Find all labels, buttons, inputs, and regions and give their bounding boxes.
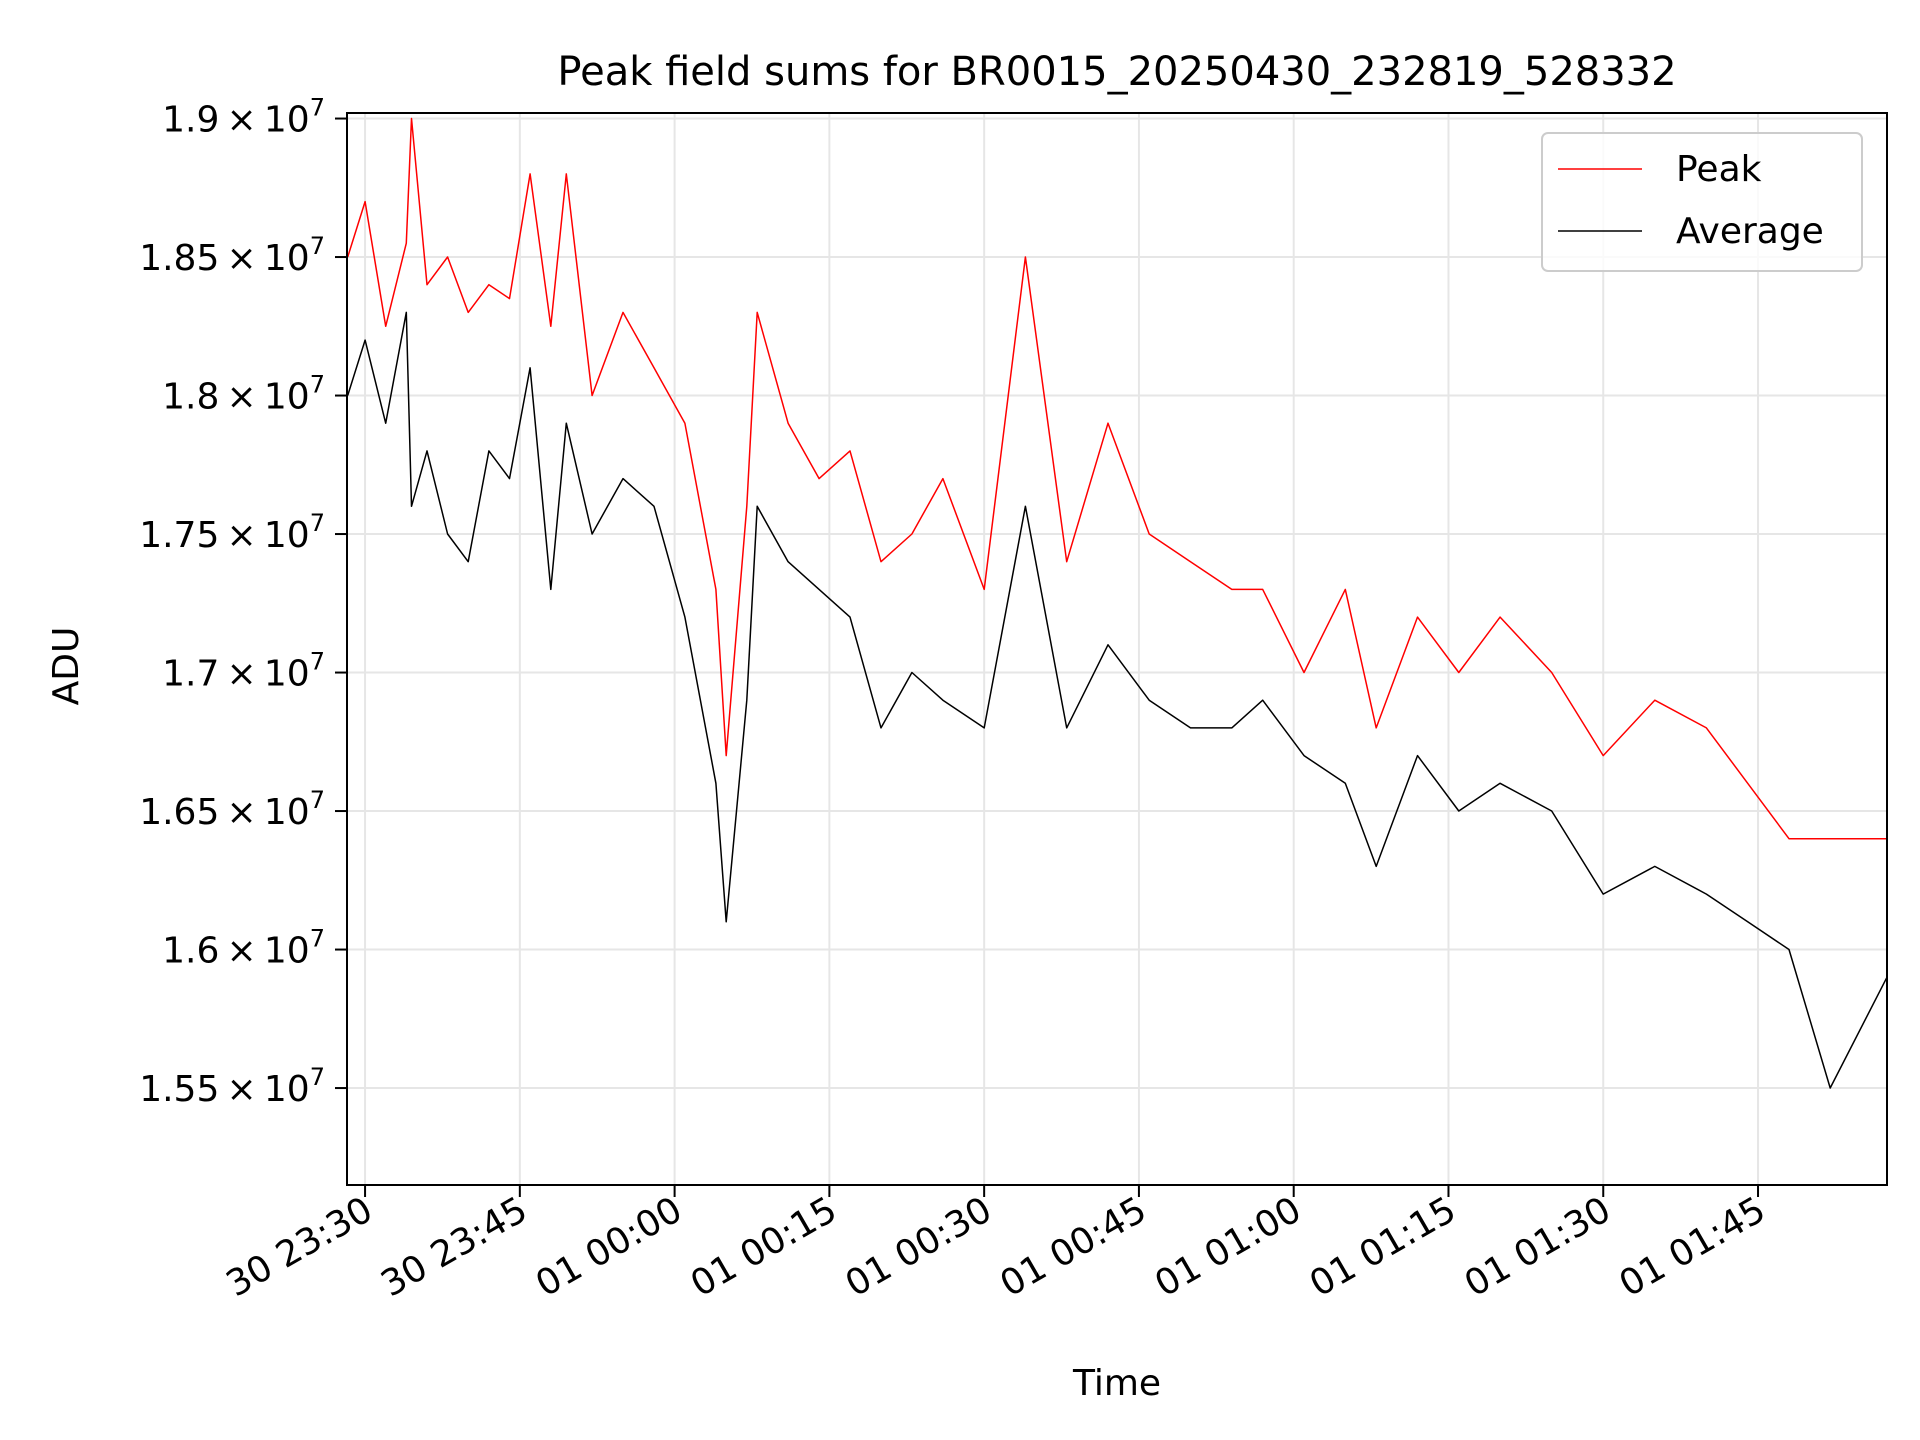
y-tick-label: 1.8 × 107 [162, 371, 325, 418]
legend: Peak Average [1541, 132, 1863, 272]
series-line-average [346, 311, 1888, 1089]
x-tick-label: 30 23:45 [374, 1189, 534, 1305]
plot-frame [346, 112, 1888, 1186]
y-tick-label: 1.85 × 107 [139, 232, 325, 279]
chart-title: Peak field sums for BR0015_20250430_2328… [557, 49, 1676, 95]
y-tick-label: 1.6 × 107 [162, 925, 325, 972]
y-tick-label: 1.75 × 107 [139, 509, 325, 556]
y-tick-label: 1.55 × 107 [139, 1063, 325, 1110]
y-axis-ticks: 1.55 × 107 1.6 × 107 1.65 × 107 1.7 × 107 1.… [139, 94, 347, 1110]
x-tick-label: 01 00:30 [839, 1189, 999, 1305]
y-axis-label: ADU [46, 627, 87, 706]
x-tick-label: 30 23:30 [220, 1189, 380, 1305]
x-tick-label: 01 00:15 [684, 1189, 844, 1305]
y-tick-label: 1.65 × 107 [139, 786, 325, 833]
x-axis-label: Time [1072, 1363, 1161, 1404]
legend-box [1541, 132, 1863, 272]
x-tick-label: 01 00:45 [993, 1189, 1153, 1305]
legend-label-average: Average [1676, 211, 1824, 252]
series-line-peak [346, 117, 1887, 840]
y-tick-label: 1.7 × 107 [162, 648, 325, 695]
gridlines [347, 113, 1887, 1185]
x-tick-label: 01 01:00 [1148, 1189, 1308, 1305]
y-tick-label: 1.9 × 107 [162, 94, 325, 141]
series-lines [346, 117, 1888, 1089]
x-tick-label: 01 01:45 [1613, 1189, 1773, 1305]
x-tick-label: 01 00:00 [529, 1189, 689, 1305]
x-tick-label: 01 01:15 [1303, 1189, 1463, 1305]
x-tick-label: 01 01:30 [1458, 1189, 1618, 1305]
legend-label-peak: Peak [1676, 149, 1762, 190]
